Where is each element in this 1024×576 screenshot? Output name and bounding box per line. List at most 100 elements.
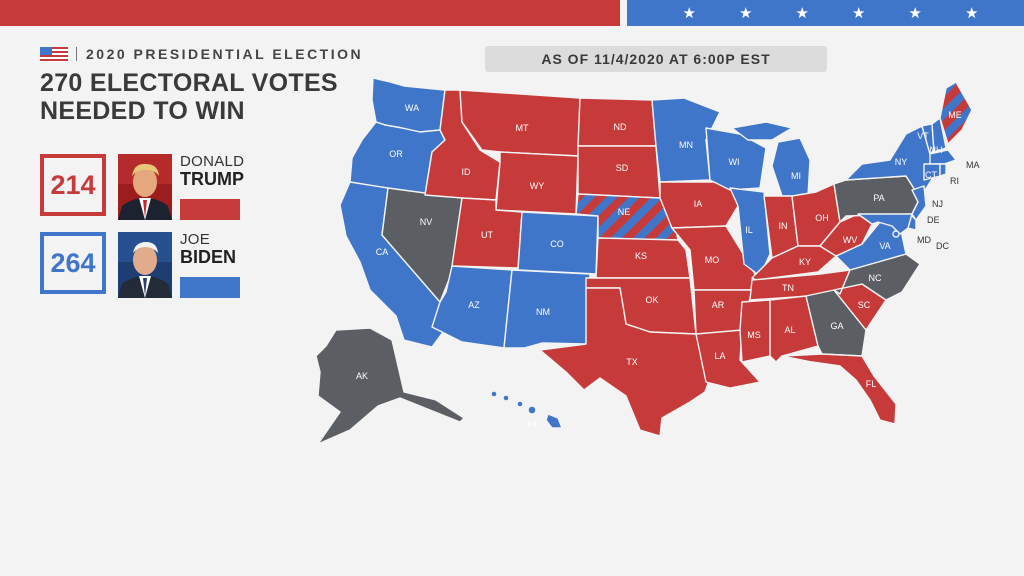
party-color-bar xyxy=(180,277,240,298)
state-label-ut: UT xyxy=(481,230,493,240)
state-label-az: AZ xyxy=(468,300,480,310)
state-label-fl: FL xyxy=(866,379,877,389)
state-label-or: OR xyxy=(389,149,403,159)
state-label-ma: MA xyxy=(966,160,980,170)
state-label-ia: IA xyxy=(694,199,703,209)
star-icon: ★ xyxy=(739,4,753,22)
state-label-ri: RI xyxy=(950,176,959,186)
state-label-la: LA xyxy=(714,351,725,361)
state-label-ar: AR xyxy=(712,300,725,310)
divider xyxy=(76,47,77,61)
star-icon: ★ xyxy=(852,4,866,22)
state-label-id: ID xyxy=(462,167,472,177)
state-label-sc: SC xyxy=(858,300,871,310)
state-label-sd: SD xyxy=(616,163,629,173)
page-title: 270 ELECTORAL VOTES NEEDED TO WIN xyxy=(40,69,340,125)
state-hi-5[interactable] xyxy=(545,413,563,429)
star-icon: ★ xyxy=(795,4,809,22)
state-label-wa: WA xyxy=(405,103,419,113)
state-nm[interactable] xyxy=(503,269,591,349)
candidate-first-name: JOE xyxy=(180,231,211,248)
state-hi-2[interactable] xyxy=(502,394,510,402)
state-label-de: DE xyxy=(927,215,940,225)
state-label-vt: VT xyxy=(917,131,929,141)
state-ak[interactable] xyxy=(315,327,465,445)
state-label-nj: NJ xyxy=(932,199,943,209)
state-label-ca: CA xyxy=(376,247,389,257)
us-flag-icon xyxy=(40,46,68,62)
state-nh[interactable] xyxy=(931,117,947,153)
state-label-ne: NE xyxy=(618,207,631,217)
state-label-mt: MT xyxy=(516,123,529,133)
top-red-bar xyxy=(0,0,620,26)
state-hi-3[interactable] xyxy=(516,400,524,408)
state-label-nv: NV xyxy=(420,217,433,227)
state-label-co: CO xyxy=(550,239,564,249)
state-label-me: ME xyxy=(948,110,962,120)
as-of-badge: AS OF 11/4/2020 AT 6:00P EST xyxy=(485,46,827,72)
candidate-first-name: DONALD xyxy=(180,153,245,170)
state-ks[interactable] xyxy=(595,237,691,279)
state-label-mn: MN xyxy=(679,140,693,150)
headline-line2: NEEDED TO WIN xyxy=(40,97,245,125)
state-label-dc: DC xyxy=(936,241,949,251)
state-label-ct: CT xyxy=(925,170,937,180)
candidate-last-name: TRUMP xyxy=(180,169,244,189)
state-ms[interactable] xyxy=(739,299,771,363)
state-label-ky: KY xyxy=(799,257,811,267)
state-md[interactable] xyxy=(857,213,913,235)
candidate-biden: 264 JOE BIDEN xyxy=(40,231,240,300)
state-label-ok: OK xyxy=(645,295,658,305)
candidate-trump: 214 DONALD TRUMP xyxy=(40,153,244,222)
state-label-mo: MO xyxy=(705,255,720,265)
hawaii-islands xyxy=(490,390,563,429)
election-header: 2020 PRESIDENTIAL ELECTION xyxy=(40,46,363,62)
state-label-nm: NM xyxy=(536,307,550,317)
state-label-nh: NH xyxy=(930,145,943,155)
state-mi[interactable] xyxy=(771,137,811,197)
trump-photo xyxy=(118,154,172,220)
state-mi-upper[interactable] xyxy=(731,121,793,141)
election-label: 2020 PRESIDENTIAL ELECTION xyxy=(86,46,364,62)
candidate-last-name: BIDEN xyxy=(180,247,237,267)
state-wy[interactable] xyxy=(495,151,579,215)
state-label-tn: TN xyxy=(782,283,794,293)
state-label-wv: WV xyxy=(843,235,858,245)
state-label-in: IN xyxy=(779,221,788,231)
state-label-ak: AK xyxy=(356,371,368,381)
state-label-tx: TX xyxy=(626,357,638,367)
electoral-vote-count: 264 xyxy=(40,232,106,294)
state-label-ks: KS xyxy=(635,251,647,261)
state-ri[interactable] xyxy=(939,163,947,177)
state-fl[interactable] xyxy=(781,353,897,425)
state-label-wi: WI xyxy=(729,157,740,167)
state-dc[interactable] xyxy=(892,230,900,238)
state-label-al: AL xyxy=(784,325,795,335)
state-hi-1[interactable] xyxy=(490,390,498,398)
state-label-wy: WY xyxy=(530,181,545,191)
state-label-ms: MS xyxy=(747,330,761,340)
state-label-nc: NC xyxy=(869,273,882,283)
state-hi-4[interactable] xyxy=(527,405,537,415)
biden-photo xyxy=(118,232,172,298)
top-blue-bar: ★ ★ ★ ★ ★ ★ xyxy=(627,0,1024,26)
star-icon: ★ xyxy=(682,4,696,22)
state-label-il: IL xyxy=(745,225,753,235)
state-ma[interactable] xyxy=(929,149,957,165)
state-me[interactable] xyxy=(939,81,973,145)
state-label-ny: NY xyxy=(895,157,908,167)
star-icon: ★ xyxy=(965,4,979,22)
party-color-bar xyxy=(180,199,240,220)
state-label-nd: ND xyxy=(614,122,627,132)
state-label-md: MD xyxy=(917,235,931,245)
state-label-ga: GA xyxy=(830,321,843,331)
state-label-mi: MI xyxy=(791,171,801,181)
state-label-va: VA xyxy=(879,241,890,251)
state-label-pa: PA xyxy=(873,193,884,203)
state-tx[interactable] xyxy=(539,287,713,437)
state-label-oh: OH xyxy=(815,213,829,223)
headline-line1: 270 ELECTORAL VOTES xyxy=(40,69,338,97)
star-icon: ★ xyxy=(908,4,922,22)
electoral-vote-count: 214 xyxy=(40,154,106,216)
